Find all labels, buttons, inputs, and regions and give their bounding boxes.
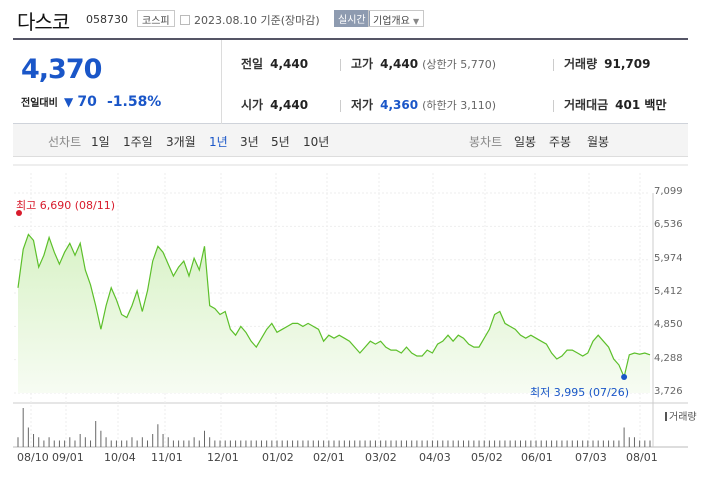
tab-1w[interactable]: 1주일 — [123, 133, 153, 150]
divider — [340, 100, 341, 112]
x-tick-label: 01/02 — [262, 451, 294, 464]
x-tick-label: 03/02 — [365, 451, 397, 464]
line-chart-label: 선차트 — [48, 133, 81, 150]
candle-chart-label: 봉차트 — [469, 133, 502, 150]
tab-3m[interactable]: 3개월 — [166, 133, 196, 150]
x-tick-label: 10/04 — [104, 451, 136, 464]
tab-1d[interactable]: 1일 — [91, 133, 110, 150]
y-tick-label: 4,850 — [654, 319, 683, 330]
high-value: 4,440 — [380, 57, 418, 71]
tab-1y[interactable]: 1년 — [209, 133, 228, 150]
open-value: 4,440 — [270, 98, 308, 112]
tab-daily[interactable]: 일봉 — [514, 133, 536, 150]
price-change: 전일대비 ▼ 70 -1.58% — [21, 94, 161, 110]
low-annotation: 최저 3,995 (07/26) — [530, 384, 629, 400]
low-cell: 저가 4,360 (하한가 3,110) — [351, 96, 496, 113]
high-cell: 고가 4,440 (상한가 5,770) — [351, 55, 496, 72]
x-tick-label: 04/03 — [419, 451, 451, 464]
current-price-panel: 4,370 전일대비 ▼ 70 -1.58% — [13, 40, 222, 124]
volume-legend-label: 거래량 — [669, 412, 697, 423]
open-label: 시가 — [241, 98, 263, 112]
date-text: 2023.08.10 기준(장마감) — [194, 14, 320, 27]
y-tick-label: 6,536 — [654, 219, 683, 230]
divider — [340, 59, 341, 71]
company-info-label: 기업개요 — [373, 16, 410, 27]
realtime-button[interactable]: 실시간 — [334, 10, 370, 27]
chart-tab-bar: 선차트 1일 1주일 3개월 1년 3년 5년 10년 봉차트 일봉 주봉 월봉 — [13, 124, 688, 157]
tab-monthly[interactable]: 월봉 — [587, 133, 609, 150]
x-tick-label: 07/03 — [575, 451, 607, 464]
y-tick-label: 4,288 — [654, 353, 683, 364]
prev-close-cell: 전일 4,440 — [241, 55, 308, 72]
volume-legend-bar — [665, 412, 667, 421]
lower-limit: (하한가 3,110) — [422, 99, 496, 112]
company-info-dropdown[interactable]: 기업개요 ▼ — [368, 10, 424, 27]
down-arrow-icon: ▼ — [64, 95, 73, 109]
low-label: 저가 — [351, 98, 373, 112]
volume-legend: 거래량 — [665, 408, 697, 423]
upper-limit: (상한가 5,770) — [422, 58, 496, 71]
price-area — [18, 234, 650, 393]
y-tick-label: 5,412 — [654, 286, 683, 297]
high-annotation: 최고 6,690 (08/11) — [16, 197, 115, 213]
stock-header: 다스코 058730 코스피 2023.08.10 기준(장마감) 실시간 기업… — [0, 0, 701, 36]
change-label: 전일대비 — [21, 98, 58, 109]
high-label: 고가 — [351, 57, 373, 71]
date-stamp: 2023.08.10 기준(장마감) — [180, 12, 320, 28]
change-percent: -1.58% — [107, 94, 161, 110]
current-price: 4,370 — [21, 54, 101, 85]
amount-value: 401 백만 — [615, 98, 666, 112]
y-tick-label: 3,726 — [654, 386, 683, 397]
tab-10y[interactable]: 10년 — [303, 133, 329, 150]
low-value: 4,360 — [380, 98, 418, 112]
stock-code: 058730 — [86, 13, 128, 26]
y-tick-label: 7,099 — [654, 186, 683, 197]
low-marker — [621, 374, 627, 380]
stock-name: 다스코 — [17, 6, 69, 35]
x-tick-label: 05/02 — [471, 451, 503, 464]
x-tick-label: 11/01 — [151, 451, 183, 464]
volume-label: 거래량 — [564, 57, 597, 71]
x-tick-label: 08/01 — [626, 451, 658, 464]
x-tick-label: 02/01 — [313, 451, 345, 464]
tab-3y[interactable]: 3년 — [240, 133, 259, 150]
divider — [553, 100, 554, 112]
volume-cell: 거래량 91,709 — [564, 55, 650, 72]
tab-weekly[interactable]: 주봉 — [549, 133, 571, 150]
open-cell: 시가 4,440 — [241, 96, 308, 113]
x-tick-label: 06/01 — [521, 451, 553, 464]
x-tick-label: 12/01 — [207, 451, 239, 464]
x-tick-label: 09/01 — [52, 451, 84, 464]
divider — [553, 59, 554, 71]
amount-cell: 거래대금 401 백만 — [564, 96, 666, 113]
prev-close-value: 4,440 — [270, 57, 308, 71]
market-badge: 코스피 — [137, 10, 175, 27]
price-line — [18, 234, 650, 377]
amount-label: 거래대금 — [564, 98, 608, 112]
chevron-down-icon: ▼ — [413, 17, 419, 26]
calendar-icon — [180, 15, 190, 25]
y-tick-label: 5,974 — [654, 253, 683, 264]
change-amount: 70 — [77, 94, 96, 110]
price-summary: 4,370 전일대비 ▼ 70 -1.58% 전일 4,440 고가 4,440 (상… — [13, 38, 688, 124]
prev-close-label: 전일 — [241, 57, 263, 71]
volume-value: 91,709 — [604, 57, 650, 71]
tab-5y[interactable]: 5년 — [271, 133, 290, 150]
x-tick-label: 08/10 — [17, 451, 49, 464]
